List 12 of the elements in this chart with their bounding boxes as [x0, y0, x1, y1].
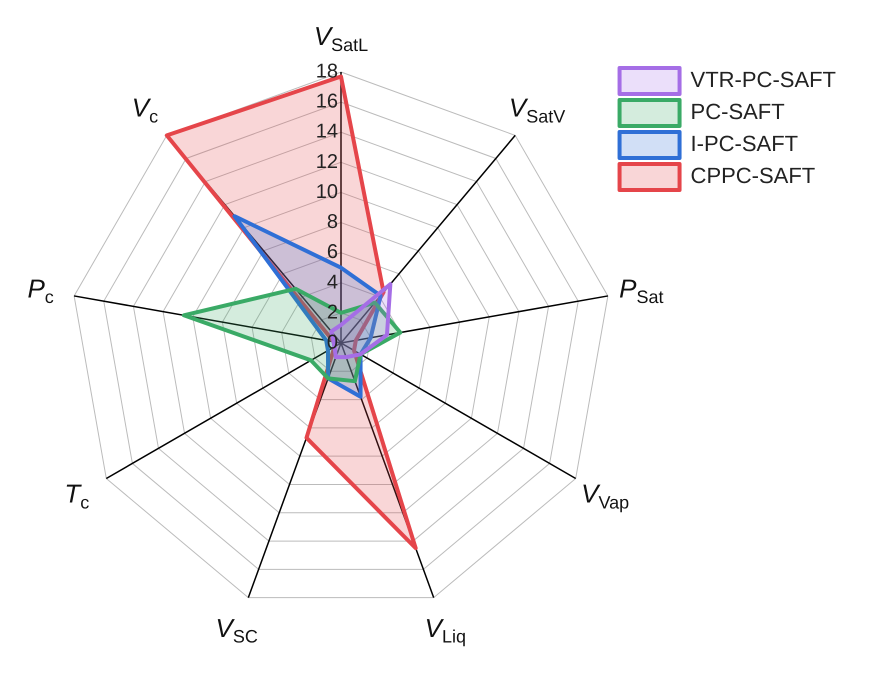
y-tick-label: 14 — [316, 120, 338, 143]
y-tick-label: 12 — [316, 150, 338, 173]
y-tick-label: 16 — [316, 90, 338, 113]
legend-label: PC-SAFT — [690, 99, 785, 124]
y-tick-label: 10 — [316, 180, 338, 203]
y-tick-label: 8 — [326, 211, 338, 234]
legend-label: I-PC-SAFT — [690, 131, 798, 156]
legend-label: VTR-PC-SAFT — [690, 67, 836, 92]
y-tick-label: 6 — [326, 241, 338, 264]
y-tick-label: 18 — [316, 60, 338, 83]
legend-label: CPPC-SAFT — [690, 163, 816, 188]
y-tick-label: 4 — [326, 271, 338, 294]
